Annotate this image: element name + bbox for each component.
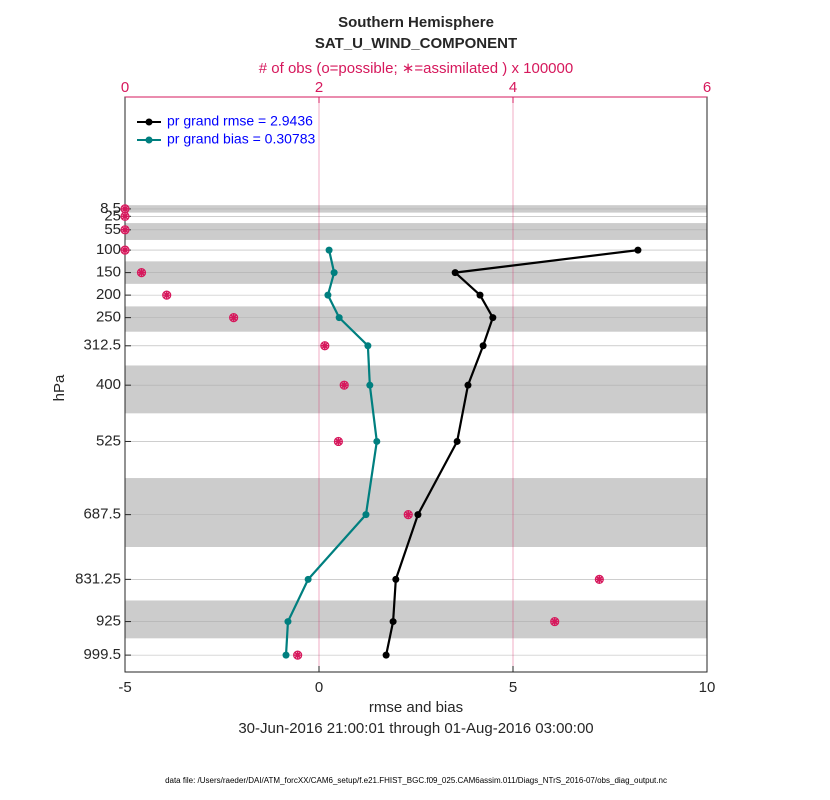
profile-point: [382, 651, 390, 659]
y-tick-label: 8.5: [100, 200, 121, 217]
y-tick-label: 100: [96, 241, 121, 258]
layer-shade: [125, 306, 707, 332]
y-tick-label: 200: [96, 286, 121, 303]
obs-assimilated: [121, 225, 129, 234]
profile-point: [335, 314, 343, 322]
profile-point: [282, 651, 290, 659]
y-tick-label: 925: [96, 613, 121, 630]
top-axis-label: # of obs (o=possible; ∗=assimilated ) x …: [259, 60, 573, 77]
layer-shade: [125, 223, 707, 240]
legend-marker: [145, 118, 153, 126]
profile-point: [464, 381, 472, 389]
y-tick-label: 687.5: [83, 506, 121, 523]
obs-assimilated: [229, 313, 238, 322]
profile-point: [324, 291, 332, 299]
layer-shade: [125, 600, 707, 639]
obs-assimilated: [121, 204, 129, 213]
profile-point: [414, 511, 422, 519]
top-tick-label: 2: [315, 79, 323, 96]
y-axis-label: hPa: [51, 374, 68, 401]
top-tick-label: 4: [509, 79, 517, 96]
y-tick-label: 25: [104, 207, 121, 224]
y-tick-label: 150: [96, 264, 121, 281]
profile-point: [389, 618, 397, 626]
chart-title: Southern Hemisphere: [338, 14, 494, 31]
obs-assimilated: [404, 510, 413, 519]
obs-assimilated: [595, 575, 604, 584]
obs-assimilated: [137, 268, 146, 277]
x-tick-label: -5: [118, 679, 131, 696]
y-tick-label: 999.5: [83, 646, 121, 663]
legend-label: pr grand rmse = 2.9436: [167, 113, 313, 129]
obs-assimilated: [550, 617, 559, 626]
profile-point: [392, 575, 400, 583]
profile-point: [634, 246, 642, 254]
obs-assimilated: [320, 341, 329, 350]
top-tick-label: 6: [703, 79, 711, 96]
y-tick-label: 831.25: [75, 570, 121, 587]
obs-assimilated: [162, 291, 171, 300]
footnote: data file: /Users/raeder/DAI/ATM_forcXX/…: [165, 776, 667, 785]
profile-point: [476, 291, 484, 299]
obs-assimilated: [340, 381, 349, 390]
layer-shade: [125, 365, 707, 414]
profile-point: [362, 511, 370, 519]
profile-point: [364, 342, 372, 350]
x-tick-label: 5: [509, 679, 517, 696]
obs-assimilated: [334, 437, 343, 446]
obs-assimilated: [121, 246, 129, 255]
y-tick-label: 400: [96, 376, 121, 393]
profile-point: [330, 269, 338, 277]
y-tick-label: 525: [96, 432, 121, 449]
profile-point: [284, 618, 292, 626]
obs-assimilated: [121, 212, 129, 221]
y-tick-label: 312.5: [83, 337, 121, 354]
profile-point: [304, 575, 312, 583]
profile-point: [479, 342, 487, 350]
profile-point: [453, 437, 461, 445]
obs-assimilated: [293, 651, 302, 660]
profile-point: [489, 314, 497, 322]
profile-point: [325, 246, 333, 254]
profile-point: [373, 437, 381, 445]
profile-point: [451, 269, 459, 277]
y-tick-label: 55: [104, 221, 121, 238]
top-tick-label: 0: [121, 79, 129, 96]
legend-label: pr grand bias = 0.30783: [167, 131, 315, 147]
x-axis-label: rmse and bias: [369, 699, 463, 716]
date-range: 30-Jun-2016 21:00:01 through 01-Aug-2016…: [238, 720, 593, 737]
y-tick-label: 250: [96, 309, 121, 326]
x-tick-label: 10: [699, 679, 716, 696]
chart-subtitle: SAT_U_WIND_COMPONENT: [315, 35, 517, 52]
legend-marker: [145, 136, 153, 144]
profile-point: [366, 381, 374, 389]
x-tick-label: 0: [315, 679, 323, 696]
